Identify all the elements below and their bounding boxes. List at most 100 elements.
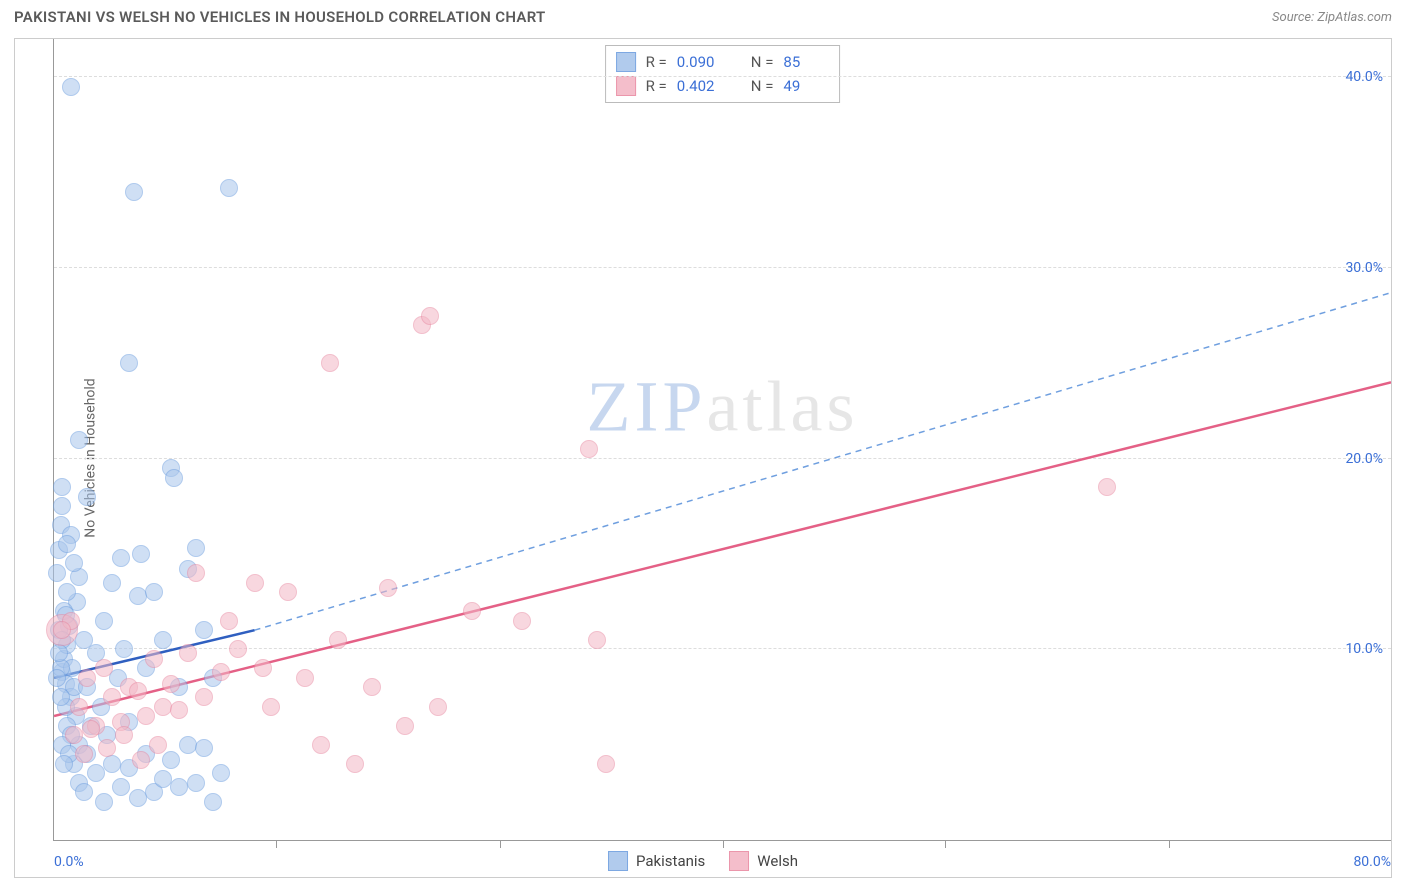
scatter-point (195, 621, 213, 639)
scatter-point (95, 659, 113, 677)
stat-r-label: R = (646, 77, 667, 95)
scatter-point (53, 497, 71, 515)
scatter-point (321, 354, 339, 372)
scatter-point (65, 726, 83, 744)
scatter-point (212, 764, 230, 782)
watermark-atlas: atlas (707, 367, 859, 447)
plot-area: ZIPatlas R =0.090N =85R =0.402N =49 10.0… (53, 39, 1391, 841)
scatter-point (75, 745, 93, 763)
source-attribution: Source: ZipAtlas.com (1272, 10, 1392, 25)
stat-n-value: 49 (783, 77, 829, 95)
stat-r-label: R = (646, 53, 667, 71)
scatter-point (95, 793, 113, 811)
scatter-point (580, 440, 598, 458)
gridline (54, 648, 1391, 649)
stats-row: R =0.402N =49 (616, 74, 830, 98)
legend-label: Welsh (757, 852, 798, 870)
scatter-point (87, 764, 105, 782)
scatter-point (1098, 478, 1116, 496)
scatter-point (279, 583, 297, 601)
watermark: ZIPatlas (587, 366, 859, 449)
stat-r-value: 0.090 (677, 53, 723, 71)
gridline (54, 458, 1391, 459)
legend-swatch (729, 851, 749, 871)
scatter-point (125, 183, 143, 201)
legend-swatch (616, 52, 636, 72)
scatter-point (588, 631, 606, 649)
scatter-point (70, 698, 88, 716)
scatter-point (312, 736, 330, 754)
scatter-point (421, 307, 439, 325)
gridline (54, 76, 1391, 77)
scatter-point (187, 774, 205, 792)
scatter-point (165, 469, 183, 487)
scatter-point (70, 431, 88, 449)
gridline (54, 267, 1391, 268)
watermark-zip: ZIP (587, 367, 707, 447)
scatter-point (132, 751, 150, 769)
chart-container: No Vehicles in Household ZIPatlas R =0.0… (14, 38, 1392, 878)
stat-n-value: 85 (783, 53, 829, 71)
scatter-point (170, 701, 188, 719)
scatter-point (145, 650, 163, 668)
scatter-point (254, 659, 272, 677)
scatter-point (396, 717, 414, 735)
scatter-point (145, 583, 163, 601)
scatter-point (58, 583, 76, 601)
scatter-point (78, 488, 96, 506)
scatter-point (597, 755, 615, 773)
x-tick-label: 80.0% (1353, 854, 1391, 870)
scatter-point (513, 612, 531, 630)
scatter-point (212, 663, 230, 681)
scatter-point (262, 698, 280, 716)
scatter-point (103, 688, 121, 706)
scatter-point (98, 739, 116, 757)
scatter-point (195, 688, 213, 706)
legend-swatch (616, 76, 636, 96)
x-tick (1169, 840, 1170, 848)
scatter-point (187, 564, 205, 582)
scatter-point (379, 579, 397, 597)
scatter-point (52, 688, 70, 706)
scatter-point (162, 751, 180, 769)
scatter-point (129, 789, 147, 807)
scatter-point (129, 682, 147, 700)
series-legend: Pakistanis Welsh (608, 851, 798, 871)
x-tick (945, 840, 946, 848)
scatter-point (48, 564, 66, 582)
scatter-point (429, 698, 447, 716)
y-tick-label: 20.0% (1345, 451, 1383, 467)
scatter-point (204, 793, 222, 811)
scatter-point (195, 739, 213, 757)
scatter-point (132, 545, 150, 563)
scatter-point (115, 726, 133, 744)
scatter-point (179, 644, 197, 662)
chart-title: PAKISTANI VS WELSH NO VEHICLES IN HOUSEH… (14, 8, 546, 26)
scatter-point (75, 783, 93, 801)
scatter-point (154, 770, 172, 788)
scatter-point (65, 554, 83, 572)
scatter-point (62, 78, 80, 96)
scatter-point (220, 179, 238, 197)
scatter-point (187, 539, 205, 557)
scatter-point (154, 698, 172, 716)
scatter-point (179, 736, 197, 754)
scatter-point (246, 574, 264, 592)
stats-row: R =0.090N =85 (616, 50, 830, 74)
x-tick (500, 840, 501, 848)
x-tick (723, 840, 724, 848)
y-tick-label: 30.0% (1345, 260, 1383, 276)
scatter-point (112, 778, 130, 796)
scatter-point (363, 678, 381, 696)
scatter-point (112, 549, 130, 567)
scatter-point (53, 621, 71, 639)
scatter-point (103, 574, 121, 592)
scatter-point (48, 669, 66, 687)
scatter-point (115, 640, 133, 658)
stat-r-value: 0.402 (677, 77, 723, 95)
legend-item: Pakistanis (608, 851, 705, 871)
legend-item: Welsh (729, 851, 798, 871)
scatter-point (463, 602, 481, 620)
scatter-point (229, 640, 247, 658)
legend-swatch (608, 851, 628, 871)
